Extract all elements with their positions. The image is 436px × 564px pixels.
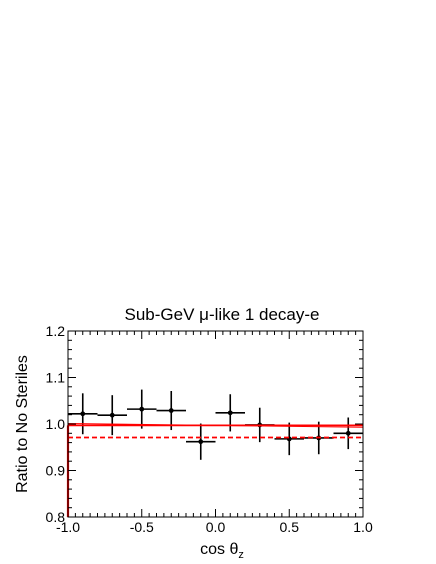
data-point: [68, 393, 98, 435]
y-tick-label: 0.8: [46, 509, 66, 525]
marker: [345, 430, 351, 436]
data-point: [156, 390, 186, 431]
marker: [139, 406, 145, 412]
data-point: [97, 395, 127, 436]
y-tick-label: 0.9: [46, 463, 66, 479]
data-point: [127, 389, 157, 429]
marker: [227, 410, 233, 416]
x-tick-label: 0.5: [280, 519, 300, 535]
chart-title: Sub-GeV μ-like 1 decay-e: [125, 305, 320, 324]
y-tick-label: 1.1: [46, 370, 66, 386]
marker: [80, 411, 86, 417]
y-axis-label: Ratio to No Steriles: [14, 355, 31, 493]
chart-axes: -1.0 -0.5 0.0 0.5 1.0 0.8 0.9 1.0 1.1 1.2: [46, 323, 373, 535]
x-tick-label: 1.0: [353, 519, 373, 535]
data-point: [274, 422, 304, 456]
marker: [168, 408, 174, 413]
thin-model-line: [67, 423, 364, 428]
marker: [109, 412, 115, 418]
x-axis-label: cos θz: [200, 541, 244, 561]
y-tick-label: 1.0: [46, 416, 66, 432]
data-point: [333, 417, 363, 450]
x-tick-label: -1.0: [56, 519, 80, 535]
marker: [198, 439, 204, 445]
x-tick-label: 0.0: [206, 519, 226, 535]
data-point: [186, 423, 216, 460]
x-tick-label: -0.5: [130, 519, 154, 535]
chart-marks: [66, 389, 364, 517]
y-tick-label: 1.2: [46, 323, 66, 339]
